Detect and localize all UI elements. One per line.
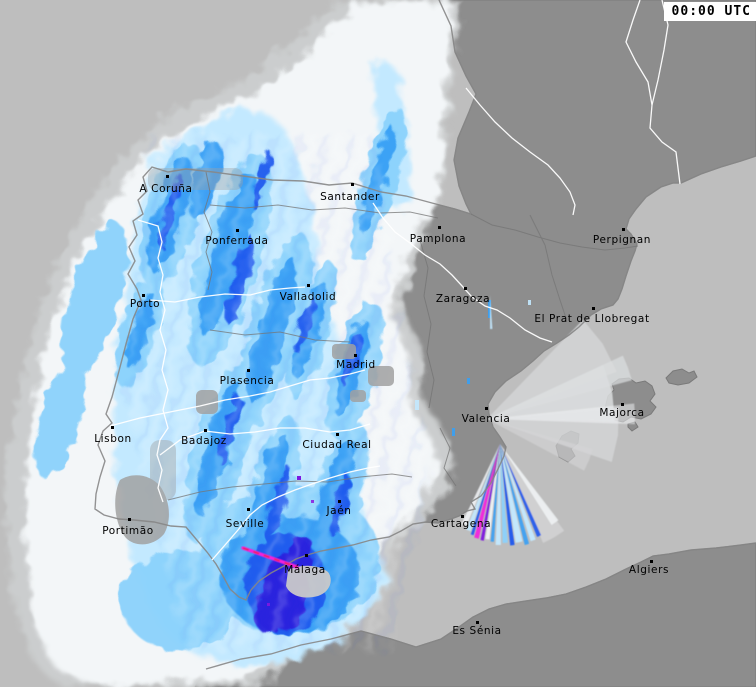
city-label: Málaga xyxy=(284,564,326,576)
radar-fan-cartagena xyxy=(461,444,565,546)
radar-beam xyxy=(500,444,508,543)
radar-fan-valencia xyxy=(487,319,635,471)
radar-beam xyxy=(500,444,530,545)
city-marker xyxy=(354,354,357,357)
river-guadiana xyxy=(159,423,371,456)
city-label: Perpignan xyxy=(592,234,652,246)
city-marker xyxy=(166,175,169,178)
city-label: Ciudad Real xyxy=(302,439,372,451)
precip-band-texture xyxy=(125,135,430,650)
city-marker xyxy=(621,403,624,406)
river-garonne xyxy=(465,87,576,216)
radar-beam xyxy=(461,444,500,526)
radar-beam xyxy=(487,419,593,471)
city-marker xyxy=(485,407,488,410)
city-label: Santander xyxy=(320,191,380,203)
city-marker xyxy=(307,284,310,287)
city-marker xyxy=(247,508,250,511)
city-marker xyxy=(338,500,341,503)
radar-beam xyxy=(500,444,515,546)
city-label: Madrid xyxy=(336,359,376,371)
city-label: Zaragoza xyxy=(435,293,491,305)
radar-beam xyxy=(500,444,559,525)
city-marker xyxy=(128,518,131,521)
city-label: Cartagena xyxy=(430,518,492,530)
border-portugal-spain xyxy=(137,219,169,503)
city-label: Lisbon xyxy=(94,433,132,445)
island-menorca xyxy=(665,368,698,386)
interference-streak xyxy=(241,546,299,569)
city-marker xyxy=(142,294,145,297)
radar-beam xyxy=(487,355,632,419)
city-marker xyxy=(351,183,354,186)
city-label: Valencia xyxy=(461,413,511,425)
city-marker xyxy=(464,287,467,290)
city-label: Algiers xyxy=(628,564,670,576)
radar-beam xyxy=(480,444,500,541)
city-marker xyxy=(592,307,595,310)
city-label: Ponferrada xyxy=(205,235,269,247)
city-label: Badajoz xyxy=(181,435,227,447)
city-label: Majorca xyxy=(599,407,645,419)
city-marker xyxy=(438,226,441,229)
radar-fan-zaragoza xyxy=(490,295,493,329)
radar-beam xyxy=(490,295,493,329)
river-guadalquivir xyxy=(211,465,381,561)
city-marker xyxy=(650,560,653,563)
coastlines xyxy=(94,0,756,670)
radar-beam xyxy=(485,444,500,540)
city-label: El Prat de Llobregat xyxy=(534,313,650,325)
city-label: Jaén xyxy=(326,505,352,517)
radar-beam xyxy=(495,444,501,545)
timestamp-badge: 00:00 UTC xyxy=(663,2,756,21)
river-tagus xyxy=(109,369,366,427)
river-ebro xyxy=(372,202,553,343)
interference-streak-core xyxy=(242,547,298,568)
city-label: Valladolid xyxy=(279,291,337,303)
radar-beam xyxy=(474,444,500,539)
city-marker xyxy=(236,229,239,232)
radar-beam xyxy=(487,319,617,419)
city-marker xyxy=(336,433,339,436)
radar-beam xyxy=(500,444,523,543)
city-marker xyxy=(622,228,625,231)
city-label: Seville xyxy=(225,518,265,530)
province-borders xyxy=(167,171,639,501)
radar-beam xyxy=(500,444,542,537)
city-marker xyxy=(476,621,479,624)
city-marker xyxy=(461,515,464,518)
city-marker xyxy=(111,426,114,429)
river-douro xyxy=(149,286,306,303)
city-label: Es Sénia xyxy=(452,625,502,637)
rivers-borders xyxy=(109,0,681,561)
city-label: Porto xyxy=(129,298,161,310)
city-marker xyxy=(247,369,250,372)
city-label: Portimão xyxy=(102,525,154,537)
clutter-malaga-city xyxy=(286,565,331,598)
radar-beam xyxy=(487,403,635,425)
city-marker xyxy=(305,554,308,557)
city-label: Plasencia xyxy=(219,375,275,387)
city-label: A Coruña xyxy=(139,183,193,195)
precip-specks xyxy=(415,300,531,436)
city-marker xyxy=(204,429,207,432)
city-label: Pamplona xyxy=(409,233,467,245)
radar-beam xyxy=(500,444,536,542)
